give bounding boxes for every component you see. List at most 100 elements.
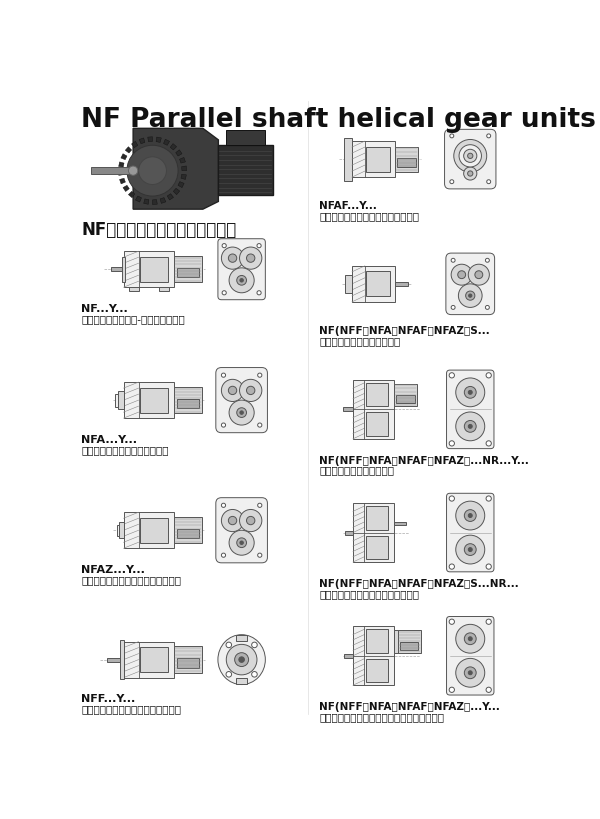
Text: NFF...Y...: NFF...Y... — [81, 695, 136, 704]
Circle shape — [247, 517, 255, 525]
Circle shape — [485, 258, 490, 262]
Polygon shape — [179, 157, 185, 163]
Circle shape — [449, 619, 454, 624]
Circle shape — [247, 387, 255, 395]
Circle shape — [239, 247, 262, 269]
FancyBboxPatch shape — [216, 498, 268, 563]
Bar — [394, 383, 417, 406]
Circle shape — [464, 544, 476, 555]
Text: 轴输入的平行轴斜齿轮减速机: 轴输入的平行轴斜齿轮减速机 — [319, 337, 400, 346]
Circle shape — [486, 564, 491, 569]
Bar — [226, 130, 265, 145]
Text: 法兰轴伸式安装平行轴斜齿轮减速机: 法兰轴伸式安装平行轴斜齿轮减速机 — [81, 704, 181, 714]
Circle shape — [456, 624, 485, 653]
Polygon shape — [182, 166, 187, 170]
Polygon shape — [173, 188, 180, 195]
Bar — [218, 145, 272, 195]
Circle shape — [237, 538, 247, 548]
Text: NF(NFF、NFA、NFAF、NFAZ）S...NR...: NF(NFF、NFA、NFAF、NFAZ）S...NR... — [319, 579, 519, 589]
Circle shape — [247, 254, 255, 262]
Polygon shape — [181, 174, 187, 179]
Bar — [91, 167, 136, 174]
Ellipse shape — [218, 635, 265, 685]
Text: NF Parallel shaft helical gear units: NF Parallel shaft helical gear units — [81, 106, 596, 133]
FancyBboxPatch shape — [216, 368, 268, 432]
Circle shape — [221, 423, 226, 428]
Circle shape — [251, 642, 257, 648]
Circle shape — [450, 134, 454, 138]
Circle shape — [229, 268, 254, 292]
Text: 轴输入的组合式平行轴斜齿轮减速机: 轴输入的组合式平行轴斜齿轮减速机 — [319, 589, 419, 599]
Bar — [352, 266, 395, 302]
Circle shape — [127, 145, 178, 196]
Circle shape — [485, 305, 490, 310]
Bar — [353, 503, 394, 562]
Bar — [176, 268, 199, 277]
Circle shape — [449, 687, 454, 692]
Circle shape — [235, 653, 248, 667]
Polygon shape — [160, 197, 166, 203]
Bar — [394, 630, 398, 653]
Circle shape — [464, 667, 476, 679]
Circle shape — [486, 687, 491, 692]
Circle shape — [240, 411, 244, 414]
Text: 组合式平行轴斜齿轮减速机: 组合式平行轴斜齿轮减速机 — [319, 465, 394, 476]
Bar — [115, 394, 118, 406]
Polygon shape — [167, 194, 173, 200]
FancyBboxPatch shape — [446, 493, 494, 572]
Polygon shape — [128, 192, 135, 197]
Bar — [140, 518, 167, 543]
Bar — [174, 256, 202, 283]
Bar — [140, 256, 167, 282]
Polygon shape — [148, 137, 152, 142]
Circle shape — [451, 258, 455, 262]
Polygon shape — [152, 200, 157, 205]
Bar — [236, 678, 247, 684]
Polygon shape — [143, 199, 149, 204]
Circle shape — [222, 243, 226, 247]
Bar — [395, 147, 418, 171]
Circle shape — [449, 564, 454, 569]
Text: 小法兰空心轴安装平行斜齿轮减速机: 小法兰空心轴安装平行斜齿轮减速机 — [81, 575, 181, 585]
Text: 空心轴安装平行轴斜齿轮减速机: 空心轴安装平行轴斜齿轮减速机 — [81, 445, 169, 455]
Bar — [118, 391, 124, 410]
Polygon shape — [125, 147, 131, 153]
Bar — [396, 396, 415, 404]
Text: NF系列减速机有以下设计方案：: NF系列减速机有以下设计方案： — [81, 220, 236, 238]
Bar — [394, 522, 406, 526]
Polygon shape — [136, 196, 142, 202]
Bar — [366, 147, 389, 172]
Circle shape — [456, 658, 485, 687]
Bar — [111, 267, 124, 271]
Text: NFAF...Y...: NFAF...Y... — [319, 201, 377, 211]
Text: NFA...Y...: NFA...Y... — [81, 435, 137, 445]
Text: NFAZ...Y...: NFAZ...Y... — [81, 565, 145, 575]
Bar — [346, 275, 352, 293]
Circle shape — [221, 503, 226, 508]
Circle shape — [456, 501, 485, 530]
Bar — [366, 271, 389, 296]
Circle shape — [239, 379, 262, 401]
Bar — [353, 380, 394, 439]
Bar — [128, 287, 139, 291]
Circle shape — [468, 548, 472, 551]
Bar — [366, 506, 388, 530]
Bar — [344, 654, 353, 658]
Circle shape — [468, 637, 472, 640]
Circle shape — [237, 408, 247, 418]
Bar — [116, 525, 119, 536]
Circle shape — [449, 373, 454, 378]
Polygon shape — [119, 179, 125, 184]
Circle shape — [475, 271, 483, 278]
Text: 底脚轴伸式安装斜齿-蜃轮蜃杆减速机: 底脚轴伸式安装斜齿-蜃轮蜃杆减速机 — [81, 314, 185, 324]
Circle shape — [467, 171, 473, 176]
Circle shape — [226, 642, 232, 648]
Text: NF(NFF、NFA、NFAF、NFAZ）S...: NF(NFF、NFA、NFAF、NFAZ）S... — [319, 326, 490, 337]
Polygon shape — [121, 154, 127, 160]
Polygon shape — [133, 129, 218, 209]
Circle shape — [229, 400, 254, 425]
Circle shape — [456, 378, 485, 407]
Circle shape — [464, 420, 476, 432]
Bar — [120, 640, 124, 680]
Bar — [353, 627, 394, 686]
